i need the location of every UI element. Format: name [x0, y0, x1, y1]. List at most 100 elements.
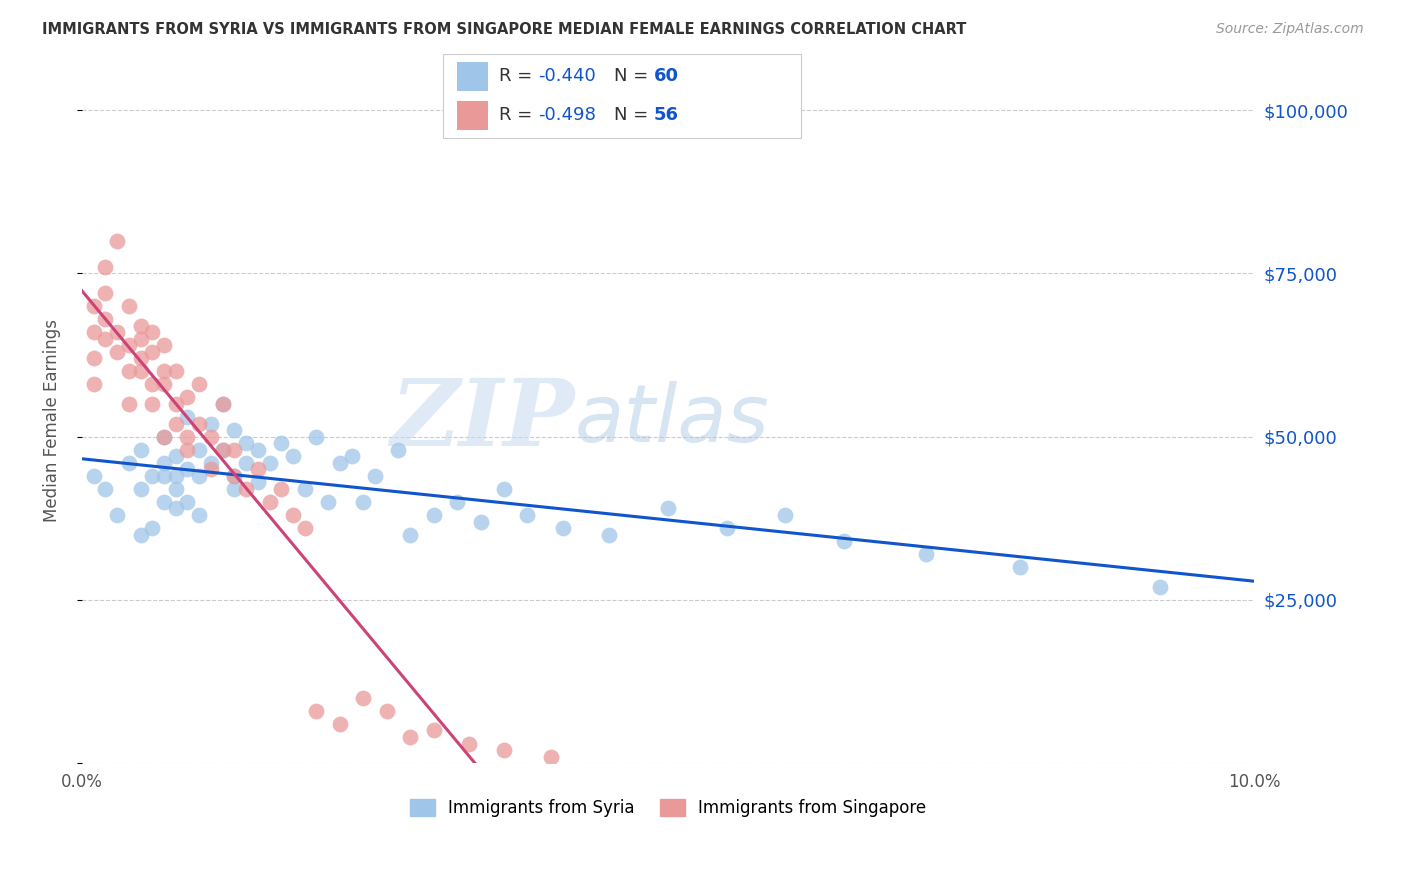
Point — [352, 495, 374, 509]
Point — [176, 410, 198, 425]
Point — [211, 442, 233, 457]
Point — [270, 436, 292, 450]
Point — [540, 749, 562, 764]
Point — [200, 462, 222, 476]
Point — [340, 449, 363, 463]
Point — [294, 521, 316, 535]
Point — [153, 338, 176, 352]
Point — [118, 338, 141, 352]
Point — [422, 508, 444, 522]
Point — [141, 344, 163, 359]
Point — [129, 442, 152, 457]
Point — [457, 737, 479, 751]
Text: 56: 56 — [654, 106, 679, 124]
Point — [83, 351, 105, 366]
Point — [83, 377, 105, 392]
Point — [165, 501, 187, 516]
Point — [224, 423, 246, 437]
Point — [176, 462, 198, 476]
Point — [516, 508, 538, 522]
Point — [200, 429, 222, 443]
Point — [246, 442, 269, 457]
Point — [176, 391, 198, 405]
Point — [176, 429, 198, 443]
Point — [165, 449, 187, 463]
Point — [118, 456, 141, 470]
Text: IMMIGRANTS FROM SYRIA VS IMMIGRANTS FROM SINGAPORE MEDIAN FEMALE EARNINGS CORREL: IMMIGRANTS FROM SYRIA VS IMMIGRANTS FROM… — [42, 22, 966, 37]
Point — [399, 730, 422, 744]
Point — [141, 397, 163, 411]
Point — [105, 325, 128, 339]
Text: N =: N = — [614, 68, 654, 86]
Point — [141, 325, 163, 339]
Point — [775, 508, 797, 522]
Point — [235, 482, 257, 496]
Point — [129, 351, 152, 366]
Point — [915, 547, 938, 561]
Text: -0.498: -0.498 — [538, 106, 596, 124]
Point — [352, 690, 374, 705]
Point — [118, 364, 141, 378]
Point — [141, 377, 163, 392]
Point — [153, 456, 176, 470]
Point — [492, 482, 515, 496]
Point — [235, 436, 257, 450]
Point — [94, 332, 117, 346]
Point — [259, 495, 281, 509]
Point — [105, 508, 128, 522]
Point — [716, 521, 738, 535]
Point — [118, 397, 141, 411]
Point — [165, 364, 187, 378]
Point — [83, 325, 105, 339]
Point — [153, 429, 176, 443]
Point — [235, 456, 257, 470]
Point — [83, 299, 105, 313]
Point — [188, 508, 211, 522]
Point — [224, 482, 246, 496]
Point — [176, 442, 198, 457]
Legend: Immigrants from Syria, Immigrants from Singapore: Immigrants from Syria, Immigrants from S… — [404, 792, 934, 823]
Point — [305, 429, 328, 443]
Point — [165, 417, 187, 431]
Point — [153, 429, 176, 443]
Point — [294, 482, 316, 496]
Point — [211, 442, 233, 457]
Point — [1008, 560, 1031, 574]
Text: R =: R = — [499, 106, 538, 124]
Point — [129, 364, 152, 378]
Point — [598, 527, 620, 541]
Point — [399, 527, 422, 541]
Point — [832, 534, 855, 549]
Point — [94, 285, 117, 300]
Point — [188, 468, 211, 483]
Point — [105, 234, 128, 248]
Point — [83, 468, 105, 483]
Point — [153, 495, 176, 509]
Point — [364, 468, 387, 483]
Point — [211, 397, 233, 411]
Point — [105, 344, 128, 359]
Point — [422, 723, 444, 738]
Point — [153, 364, 176, 378]
Point — [224, 442, 246, 457]
Point — [246, 462, 269, 476]
Point — [211, 397, 233, 411]
Point — [281, 449, 304, 463]
Point — [188, 442, 211, 457]
Point — [188, 417, 211, 431]
Point — [153, 468, 176, 483]
Point — [165, 468, 187, 483]
Point — [129, 318, 152, 333]
Text: R =: R = — [499, 68, 538, 86]
Point — [129, 332, 152, 346]
Text: 60: 60 — [654, 68, 679, 86]
Point — [165, 397, 187, 411]
Point — [94, 312, 117, 326]
Point — [387, 442, 409, 457]
Point — [188, 377, 211, 392]
Point — [165, 482, 187, 496]
Point — [446, 495, 468, 509]
Y-axis label: Median Female Earnings: Median Female Earnings — [44, 318, 60, 522]
Point — [329, 456, 352, 470]
Point — [129, 527, 152, 541]
